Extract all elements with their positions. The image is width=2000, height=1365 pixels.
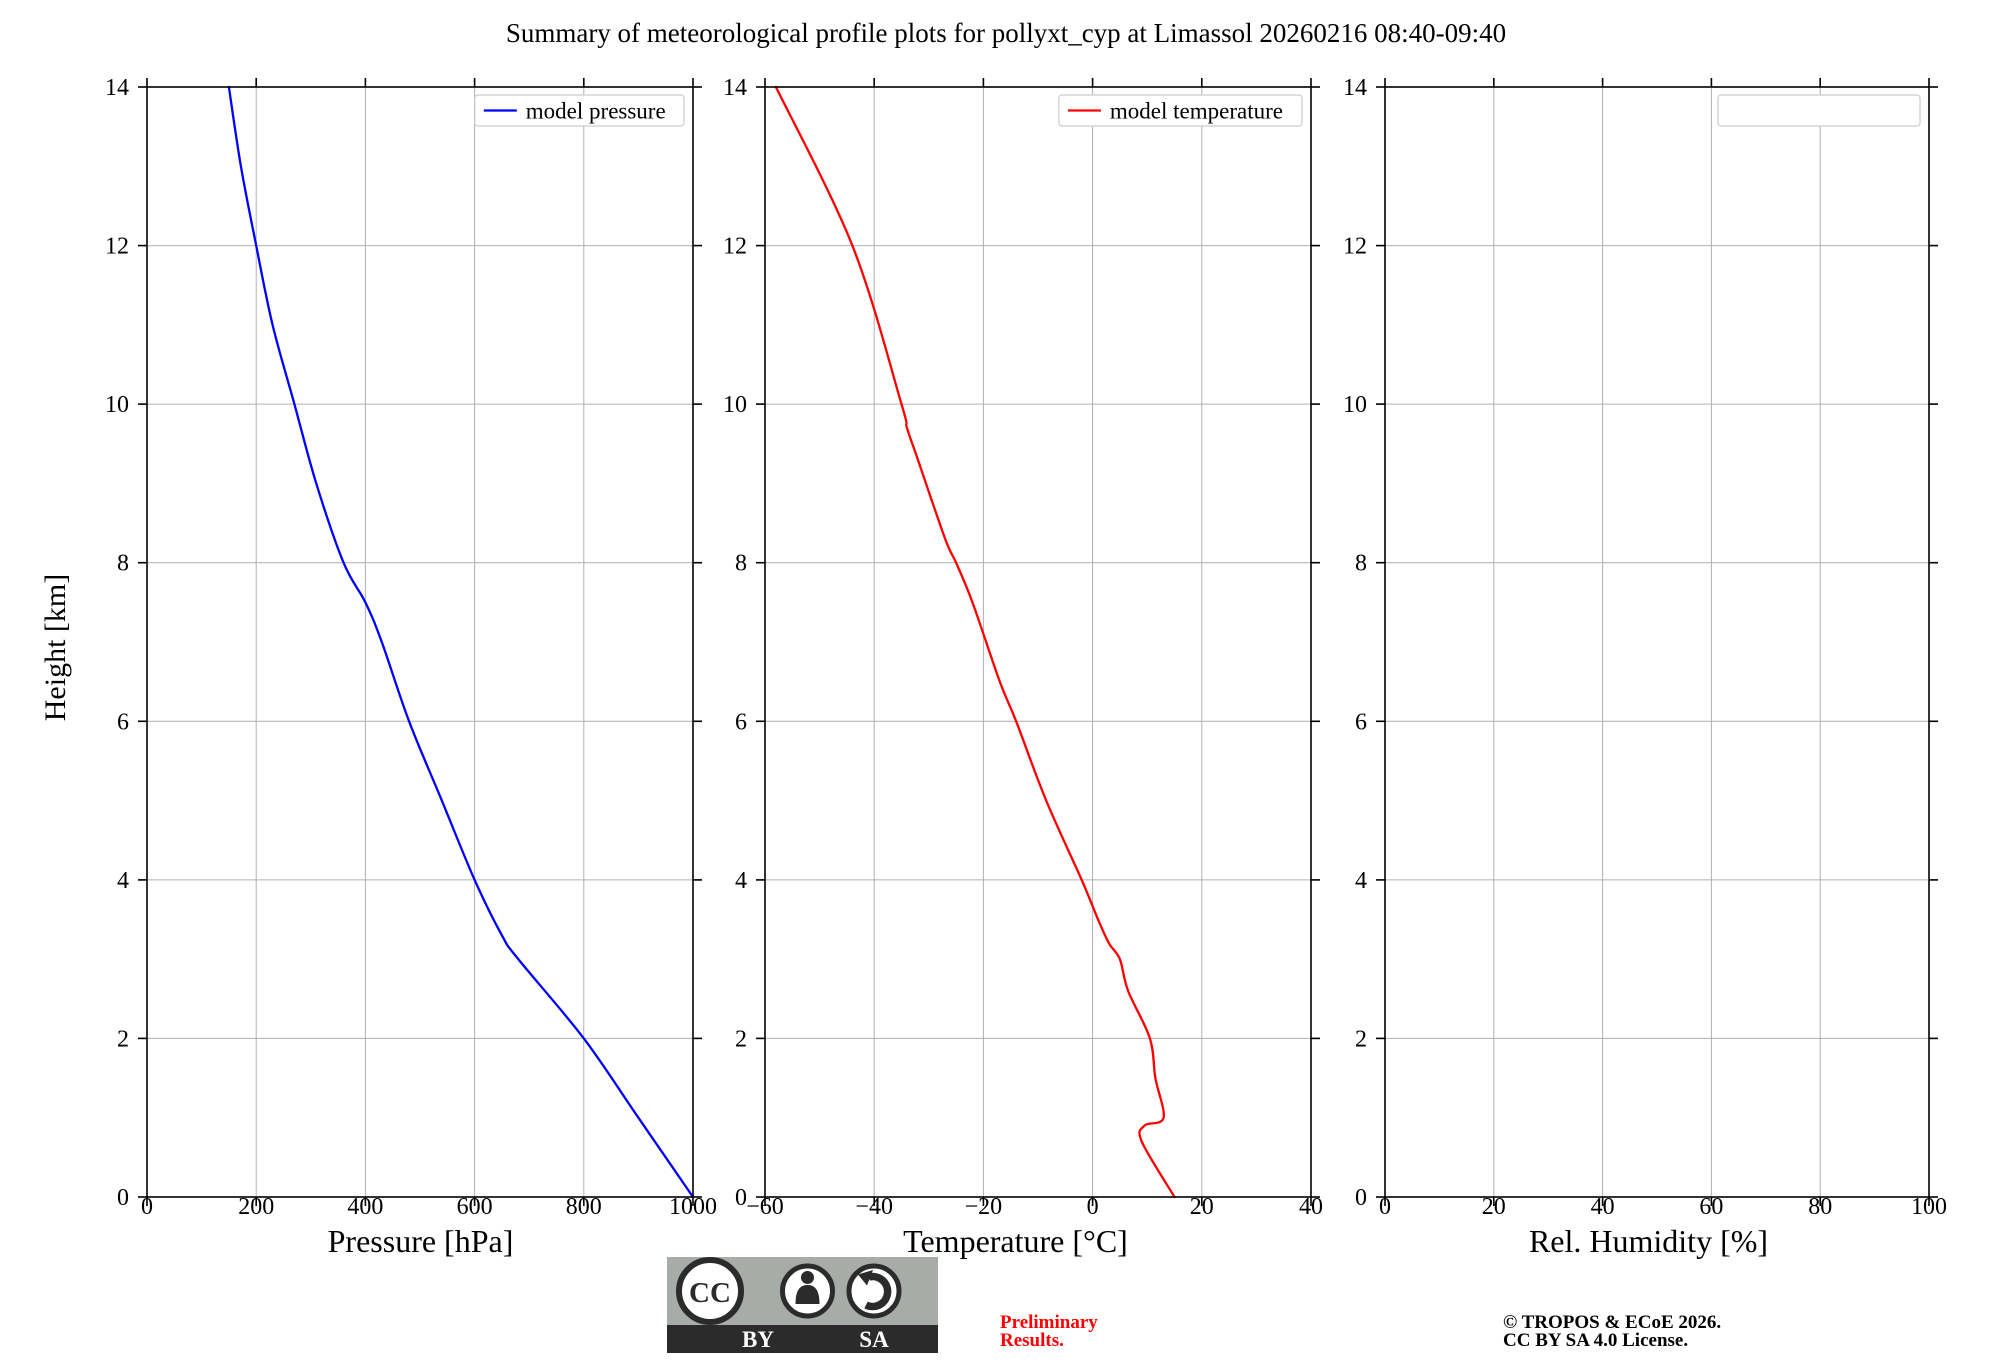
svg-text:200: 200 (238, 1194, 274, 1220)
svg-text:4: 4 (117, 868, 129, 894)
svg-text:40: 40 (1591, 1194, 1615, 1220)
svg-text:6: 6 (735, 709, 747, 735)
svg-text:6: 6 (117, 709, 129, 735)
svg-text:8: 8 (1355, 551, 1367, 577)
svg-text:800: 800 (566, 1194, 602, 1220)
svg-text:BY: BY (742, 1327, 774, 1352)
svg-text:10: 10 (723, 392, 747, 418)
svg-text:0: 0 (117, 1185, 129, 1211)
svg-text:10: 10 (105, 392, 129, 418)
svg-text:−40: −40 (855, 1194, 893, 1220)
svg-text:2: 2 (735, 1026, 747, 1052)
svg-text:12: 12 (723, 234, 747, 260)
svg-text:8: 8 (117, 551, 129, 577)
svg-text:model temperature: model temperature (1110, 99, 1283, 124)
svg-text:0: 0 (141, 1194, 153, 1220)
svg-text:12: 12 (105, 234, 129, 260)
svg-text:2: 2 (1355, 1026, 1367, 1052)
svg-text:6: 6 (1355, 709, 1367, 735)
svg-text:CC: CC (689, 1277, 731, 1309)
svg-text:20: 20 (1482, 1194, 1506, 1220)
svg-text:12: 12 (1343, 234, 1367, 260)
svg-text:14: 14 (105, 75, 129, 101)
svg-text:100: 100 (1911, 1194, 1947, 1220)
svg-text:CC BY SA 4.0 License.: CC BY SA 4.0 License. (1503, 1330, 1688, 1351)
svg-text:0: 0 (735, 1185, 747, 1211)
svg-text:−20: −20 (965, 1194, 1003, 1220)
svg-text:0: 0 (1087, 1194, 1099, 1220)
svg-text:400: 400 (347, 1194, 383, 1220)
svg-text:10: 10 (1343, 392, 1367, 418)
svg-text:Rel. Humidity [%]: Rel. Humidity [%] (1529, 1223, 1768, 1259)
svg-text:1000: 1000 (669, 1194, 717, 1220)
svg-text:40: 40 (1299, 1194, 1323, 1220)
svg-text:80: 80 (1808, 1194, 1832, 1220)
svg-text:Results.: Results. (1000, 1330, 1064, 1351)
svg-text:0: 0 (1379, 1194, 1391, 1220)
svg-text:8: 8 (735, 551, 747, 577)
svg-text:4: 4 (735, 868, 747, 894)
svg-text:0: 0 (1355, 1185, 1367, 1211)
svg-text:Height [km]: Height [km] (39, 574, 72, 721)
svg-text:model pressure: model pressure (526, 99, 666, 124)
svg-text:600: 600 (457, 1194, 493, 1220)
svg-text:60: 60 (1699, 1194, 1723, 1220)
svg-text:14: 14 (1343, 75, 1367, 101)
svg-text:14: 14 (723, 75, 747, 101)
svg-text:2: 2 (117, 1026, 129, 1052)
svg-text:−60: −60 (746, 1194, 784, 1220)
svg-text:Summary of meteorological prof: Summary of meteorological profile plots … (506, 18, 1506, 48)
svg-text:Pressure [hPa]: Pressure [hPa] (328, 1223, 514, 1259)
svg-text:4: 4 (1355, 868, 1367, 894)
svg-text:20: 20 (1190, 1194, 1214, 1220)
svg-text:Temperature [°C]: Temperature [°C] (903, 1223, 1128, 1259)
svg-text:SA: SA (859, 1327, 889, 1352)
